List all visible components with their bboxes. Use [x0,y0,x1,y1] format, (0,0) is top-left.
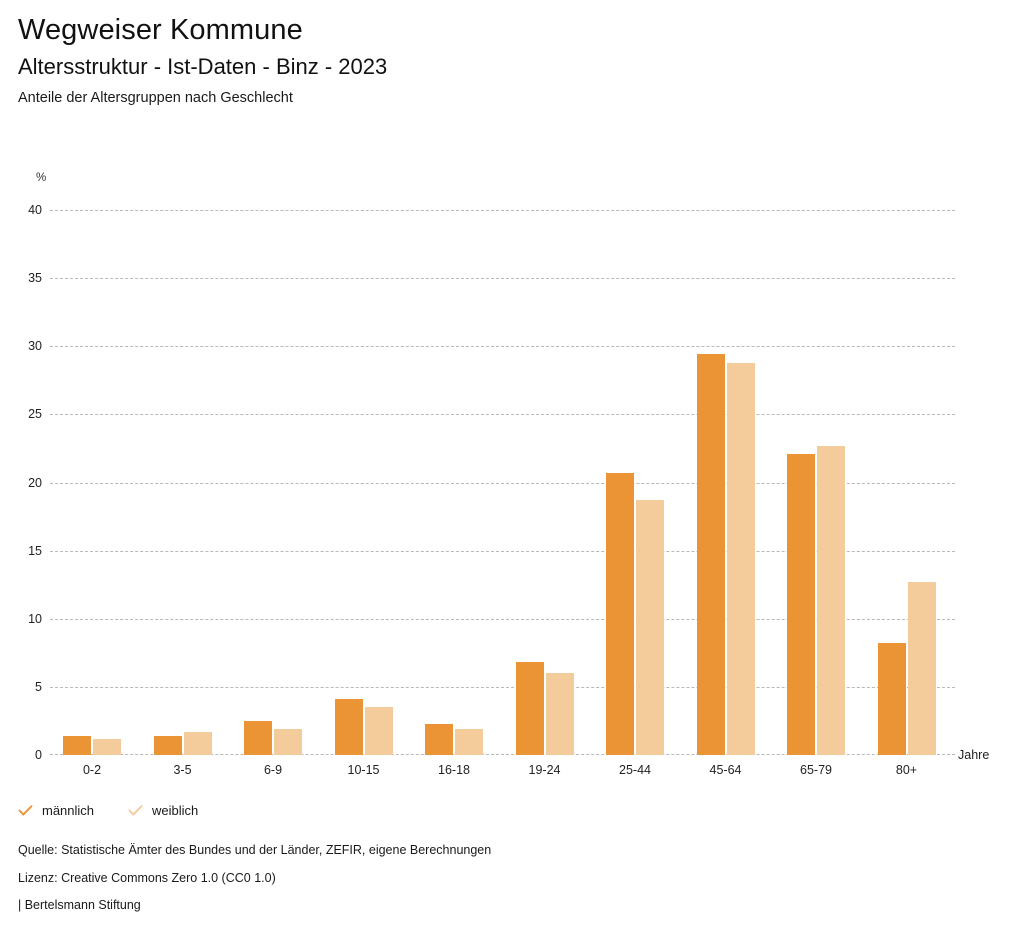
y-axis-tick-label: 30 [28,339,42,354]
gridline [50,278,955,280]
bar-group [593,210,684,755]
y-axis-tick-label: 5 [35,679,42,694]
bar-maennlich[interactable] [425,723,453,755]
x-axis-tick-label: 19-24 [528,763,561,777]
page-title: Wegweiser Kommune [18,14,303,46]
bar-weiblich[interactable] [455,729,483,755]
chart-header: Wegweiser Kommune Altersstruktur - Ist-D… [18,14,998,106]
chart-footer: Quelle: Statistische Ämter des Bundes un… [18,843,978,914]
y-axis-tick-label: 25 [28,407,42,422]
bar-weiblich[interactable] [183,731,212,755]
x-axis-tick-label: 16-18 [438,763,470,777]
y-axis-tick-label: 10 [28,611,42,626]
axis-baseline [50,754,955,755]
legend-item-weiblich[interactable]: weiblich [128,803,198,818]
bar-group [141,210,232,755]
gridline [50,686,955,688]
chart-subtitle: Altersstruktur - Ist-Daten - Binz - 2023 [18,54,388,80]
y-axis-tick-label: 40 [28,203,42,217]
bar-maennlich[interactable] [787,453,815,755]
bar-group [231,210,322,755]
bar-group [684,210,775,755]
x-axis-tick-label: 65-79 [800,763,832,777]
y-axis-tick-label: 20 [28,475,42,490]
x-axis-tick-label: 3-5 [173,763,192,777]
bar-maennlich[interactable] [515,662,544,755]
y-axis-unit-label: % [36,172,47,184]
y-axis-ticks: 0 5 10 15 20 25 30 35 40 [0,203,42,762]
x-axis-tick-label: 45-64 [709,763,742,777]
gridline [50,210,955,211]
legend-item-label: männlich [42,803,95,818]
check-icon [128,803,143,818]
bar-group [322,210,413,755]
bar-series-container [50,210,955,755]
bar-maennlich[interactable] [696,354,725,755]
publisher-note: | Bertelsmann Stiftung [18,898,141,913]
bar-maennlich[interactable] [606,472,634,755]
legend-item-label: weiblich [152,803,199,818]
bar-weiblich[interactable] [545,673,574,755]
bar-group [503,210,594,755]
bar-group [865,210,956,755]
bar-maennlich[interactable] [877,643,906,755]
x-axis-tick-label: 10-15 [347,763,380,777]
license-note: Lizenz: Creative Commons Zero 1.0 (CC0 1… [18,870,276,885]
bar-maennlich[interactable] [153,735,182,755]
x-axis-tick-label: 0-2 [82,763,102,777]
bar-group [412,210,503,755]
bar-weiblich[interactable] [93,738,121,755]
check-icon [18,803,33,818]
chart-legend: männlich weiblich [18,803,198,818]
bar-weiblich[interactable] [274,729,302,755]
y-axis-tick-label: 35 [28,271,42,286]
plot-gridlines [50,210,955,755]
bar-group [774,210,865,755]
bar-group [50,210,141,755]
legend-item-maennlich[interactable]: männlich [18,803,94,818]
bar-weiblich[interactable] [907,581,936,755]
gridline [50,550,955,552]
x-axis-tick-label: 80+ [895,763,918,777]
bar-weiblich[interactable] [817,445,845,755]
y-axis-tick-label: 0 [35,748,42,762]
chart-description: Anteile der Altersgruppen nach Geschlech… [18,89,293,106]
gridline [50,618,955,620]
gridline [50,346,955,348]
x-axis-tick-label: 6-9 [263,763,283,777]
gridline [50,482,955,484]
gridline [50,414,955,416]
bar-weiblich[interactable] [636,500,664,755]
x-axis-ticks: 0-2 3-5 6-9 10-15 16-18 19-24 25-44 45-64 65-79 8… [50,763,955,785]
bar-weiblich[interactable] [726,362,755,755]
x-axis-tick-label: 25-44 [619,763,651,777]
bar-maennlich[interactable] [334,699,363,755]
bar-maennlich[interactable] [244,720,272,755]
x-axis-unit-label: Jahre [958,748,990,762]
bar-maennlich[interactable] [63,735,91,755]
bar-weiblich[interactable] [364,707,393,755]
y-axis-tick-label: 15 [28,543,42,558]
source-note: Quelle: Statistische Ämter des Bundes un… [18,843,492,857]
